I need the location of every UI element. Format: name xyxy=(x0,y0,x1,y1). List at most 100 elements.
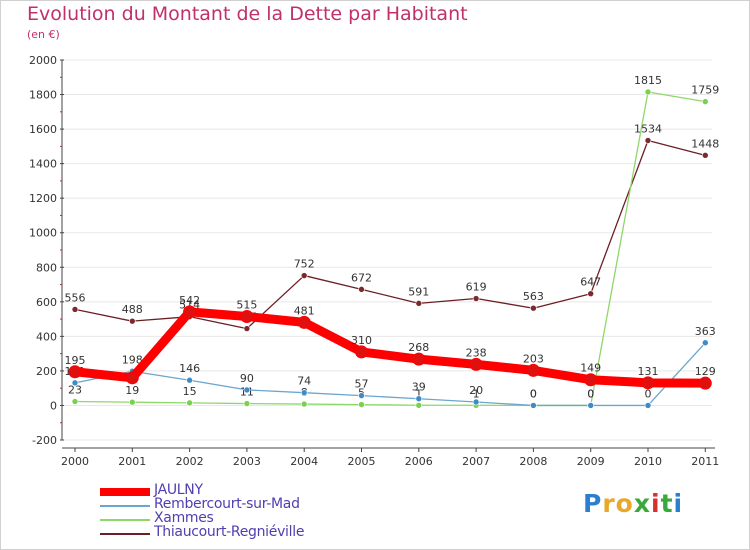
data-label-xammes: 1 xyxy=(415,387,422,400)
data-point-thiaucourt-regni-ville xyxy=(71,306,79,313)
data-label-rembercourt-sur-mad: 363 xyxy=(695,325,716,338)
data-point-xammes xyxy=(415,401,423,409)
chart-subtitle: (en €) xyxy=(27,28,60,41)
data-label-xammes: 1759 xyxy=(691,84,719,97)
data-label-jaulny: 268 xyxy=(408,341,429,354)
data-point-jaulny xyxy=(240,310,254,323)
data-point-xammes xyxy=(300,400,308,408)
data-point-thiaucourt-regni-ville xyxy=(644,137,652,144)
x-tick-label: 2003 xyxy=(233,455,261,468)
data-label-thiaucourt-regni-ville: 488 xyxy=(122,303,143,316)
y-tick-label: 0 xyxy=(50,399,57,412)
data-point-jaulny xyxy=(469,357,483,371)
data-label-jaulny: 129 xyxy=(695,365,716,378)
data-label-rembercourt-sur-mad: 39 xyxy=(412,381,426,394)
data-point-thiaucourt-regni-ville xyxy=(358,286,365,293)
data-point-rembercourt-sur-mad xyxy=(587,402,595,409)
y-tick-label: 1400 xyxy=(29,158,57,171)
data-point-thiaucourt-regni-ville xyxy=(415,300,423,307)
data-label-rembercourt-sur-mad: 90 xyxy=(240,372,254,385)
data-point-thiaucourt-regni-ville xyxy=(701,152,709,159)
data-label-xammes: 1815 xyxy=(634,74,662,87)
data-label-rembercourt-sur-mad: 198 xyxy=(122,353,143,366)
chart-title: Evolution du Montant de la Dette par Hab… xyxy=(27,3,468,25)
data-label-rembercourt-sur-mad: 20 xyxy=(469,384,483,397)
data-point-rembercourt-sur-mad xyxy=(644,402,652,409)
y-tick-label: 1600 xyxy=(29,123,57,136)
data-label-rembercourt-sur-mad: 0 xyxy=(645,387,652,400)
logo-letter: x xyxy=(633,489,651,518)
data-label-jaulny: 542 xyxy=(179,294,200,307)
logo-letter: t xyxy=(660,489,674,518)
data-point-rembercourt-sur-mad xyxy=(415,395,423,403)
data-label-jaulny: 515 xyxy=(236,299,257,312)
data-label-xammes: 0 xyxy=(530,387,537,400)
legend-label: JAULNY xyxy=(154,482,203,498)
data-label-rembercourt-sur-mad: 0 xyxy=(587,387,594,400)
data-label-thiaucourt-regni-ville: 619 xyxy=(466,281,487,294)
data-point-jaulny xyxy=(641,376,655,390)
data-point-thiaucourt-regni-ville xyxy=(530,304,537,312)
data-point-jaulny xyxy=(584,373,598,387)
data-point-jaulny xyxy=(355,345,368,359)
data-label-jaulny: 131 xyxy=(638,365,659,378)
data-point-thiaucourt-regni-ville xyxy=(129,317,136,325)
x-tick-label: 2011 xyxy=(691,455,719,468)
data-label-rembercourt-sur-mad: 74 xyxy=(297,375,311,388)
x-tick-label: 2001 xyxy=(118,455,146,468)
x-tick-label: 2008 xyxy=(519,455,547,468)
logo-letter: r xyxy=(602,489,616,518)
data-label-xammes: 15 xyxy=(183,385,197,398)
y-tick-label: 800 xyxy=(36,261,57,274)
data-point-thiaucourt-regni-ville xyxy=(243,325,251,332)
data-label-jaulny: 203 xyxy=(523,352,544,365)
data-label-thiaucourt-regni-ville: 647 xyxy=(580,276,601,289)
data-point-xammes xyxy=(358,401,365,408)
legend-label: Thiaucourt-Regniéville xyxy=(154,524,305,540)
data-label-xammes: 19 xyxy=(125,384,139,397)
x-tick-label: 2007 xyxy=(462,455,490,468)
data-label-rembercourt-sur-mad: 0 xyxy=(530,387,537,400)
data-point-jaulny xyxy=(68,365,82,379)
y-tick-label: 200 xyxy=(36,365,57,378)
data-point-xammes xyxy=(129,398,136,406)
data-point-jaulny xyxy=(297,315,311,329)
x-tick-label: 2002 xyxy=(176,455,204,468)
y-tick-label: 600 xyxy=(36,296,57,309)
data-point-thiaucourt-regni-ville xyxy=(587,290,595,298)
data-label-jaulny: 195 xyxy=(65,354,86,367)
data-point-xammes xyxy=(701,98,709,105)
data-label-thiaucourt-regni-ville: 563 xyxy=(523,290,544,303)
legend-label: Xammes xyxy=(154,510,214,526)
legend-label: Rembercourt-sur-Mad xyxy=(154,496,300,512)
y-tick-label: 2000 xyxy=(29,54,57,67)
x-tick-label: 2000 xyxy=(61,455,89,468)
series-line-jaulny xyxy=(70,307,710,388)
data-point-rembercourt-sur-mad xyxy=(530,402,537,409)
data-point-xammes xyxy=(71,398,79,405)
data-label-thiaucourt-regni-ville: 672 xyxy=(351,271,372,284)
x-tick-label: 2010 xyxy=(634,455,662,468)
data-label-thiaucourt-regni-ville: 1448 xyxy=(691,137,719,150)
series-line-rembercourt-sur-mad xyxy=(74,342,706,407)
data-point-rembercourt-sur-mad xyxy=(186,376,193,384)
data-point-jaulny xyxy=(183,305,197,319)
series-line-thiaucourt-regni-ville xyxy=(74,139,706,330)
y-tick-label: -200 xyxy=(32,434,57,447)
data-label-thiaucourt-regni-ville: 1534 xyxy=(634,122,662,135)
legend-item: Thiaucourt-Regniéville xyxy=(100,524,400,540)
data-point-rembercourt-sur-mad xyxy=(358,392,365,399)
x-tick-label: 2006 xyxy=(405,455,433,468)
logo-letter: i xyxy=(673,489,684,518)
data-label-jaulny: 238 xyxy=(466,346,487,359)
logo-letter: i xyxy=(651,489,661,518)
data-point-thiaucourt-regni-ville xyxy=(300,272,308,279)
x-tick-label: 2009 xyxy=(577,455,605,468)
legend-swatch xyxy=(100,488,150,496)
data-label-xammes: 1 xyxy=(473,387,480,400)
legend-item: Rembercourt-sur-Mad xyxy=(100,496,400,512)
data-label-jaulny: 310 xyxy=(351,334,372,347)
legend-swatch xyxy=(100,519,150,521)
data-point-rembercourt-sur-mad xyxy=(701,339,709,347)
